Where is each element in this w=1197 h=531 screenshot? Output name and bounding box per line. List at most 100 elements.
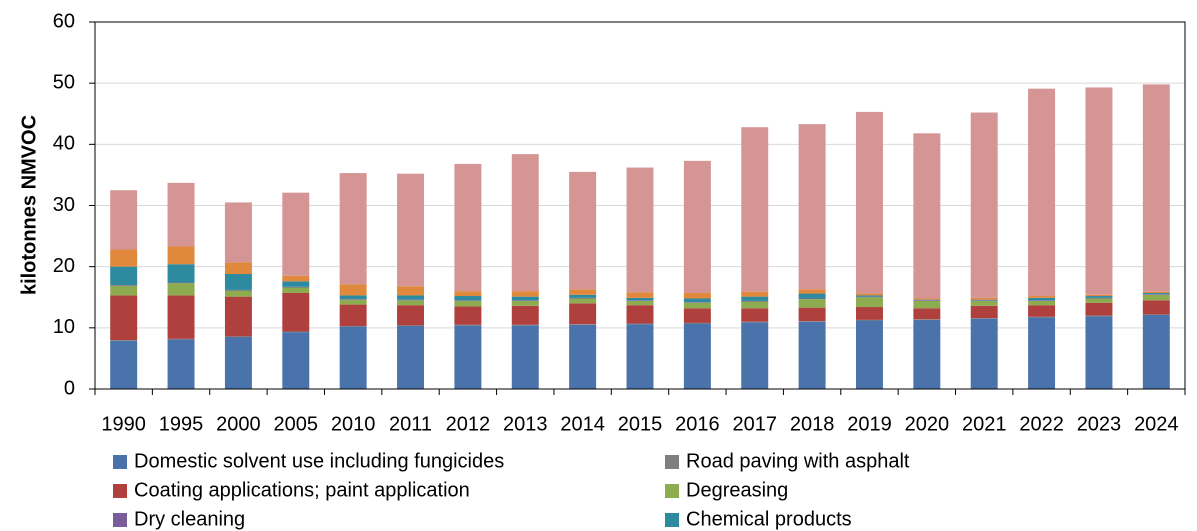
bar-segment (798, 321, 826, 389)
bar-segment (1028, 316, 1056, 318)
x-tick-label: 2011 (389, 413, 432, 435)
bar-segment (511, 300, 539, 306)
y-tick-label: 10 (53, 316, 75, 338)
bar-segment (683, 302, 711, 309)
x-tick-label: 2015 (618, 413, 663, 435)
bar-segment (798, 124, 826, 290)
bar-segment (970, 299, 998, 301)
bar-segment (224, 290, 252, 297)
bar-segment (855, 293, 883, 296)
bar-segment (339, 304, 367, 326)
bar-segment (741, 321, 769, 323)
bar-segment (626, 300, 654, 301)
y-tick-label: 60 (53, 10, 75, 32)
bar-segment (741, 301, 769, 309)
bar-segment (1028, 305, 1056, 317)
x-tick-label: 2022 (1019, 413, 1064, 435)
bar-segment (454, 291, 482, 297)
bar-segment (1085, 298, 1113, 303)
bar-segment (454, 300, 482, 301)
x-tick-label: 2024 (1134, 413, 1179, 435)
bar-segment (397, 325, 425, 389)
bar-segment (282, 275, 310, 282)
y-axis-label: kilotonnes NMVOC (18, 115, 40, 295)
bar-segment (454, 163, 482, 292)
bar-segment (1028, 88, 1056, 297)
bar-segment (397, 305, 425, 326)
legend-swatch (113, 484, 127, 498)
x-tick-label: 2019 (847, 413, 892, 435)
bar-segment (798, 321, 826, 322)
x-tick-label: 2010 (331, 413, 376, 435)
x-tick-label: 2005 (274, 413, 319, 435)
bar-segment (569, 289, 597, 295)
bar-segment (339, 325, 367, 327)
bar-segment (1028, 317, 1056, 389)
bar-segment (1085, 297, 1113, 299)
bar-segment (569, 297, 597, 299)
bar-segment (855, 320, 883, 389)
bar-segment (569, 171, 597, 290)
bar-segment (167, 264, 195, 283)
bar-segment (626, 297, 654, 301)
legend-swatch (665, 455, 679, 469)
x-tick-label: 1990 (101, 413, 146, 435)
bar-segment (339, 284, 367, 296)
y-tick-label: 50 (53, 71, 75, 93)
bar-segment (282, 192, 310, 276)
bar-segment (798, 307, 826, 322)
bar-segment (1142, 294, 1170, 295)
bar-segment (511, 324, 539, 326)
x-tick-label: 2018 (790, 413, 835, 435)
bar-segment (1142, 291, 1170, 293)
bar-segment (683, 302, 711, 303)
bar-segment (110, 295, 138, 341)
bar-segment (397, 295, 425, 300)
bar-segment (282, 332, 310, 389)
bar-segment (1085, 87, 1113, 295)
x-tick-label: 2021 (962, 413, 1007, 435)
bar-segment (110, 285, 138, 286)
bar-segment (913, 319, 941, 389)
legend-swatch (665, 513, 679, 527)
bar-segment (683, 160, 711, 293)
bar-segment (1142, 294, 1170, 301)
bar-segment (511, 305, 539, 325)
bar-segment (397, 299, 425, 301)
bar-segment (282, 281, 310, 287)
y-tick-label: 20 (53, 255, 75, 277)
y-tick-label: 30 (53, 194, 75, 216)
bar-segment (282, 292, 310, 332)
bar-segment (683, 308, 711, 323)
bar-segment (970, 300, 998, 306)
bar-segment (1085, 315, 1113, 317)
legend-label: Dry cleaning (134, 508, 245, 530)
bar-segment (798, 298, 826, 300)
bar-segment (454, 324, 482, 326)
bar-segment (970, 112, 998, 298)
bar-segment (798, 293, 826, 299)
bar-segment (282, 331, 310, 333)
legend-swatch (665, 484, 679, 498)
bar-segment (282, 286, 310, 288)
bar-segment (1085, 302, 1113, 316)
bar-segment (167, 182, 195, 247)
bar-segment (913, 298, 941, 300)
bar-segment (1142, 292, 1170, 295)
bar-segment (339, 299, 367, 300)
bar-segment (855, 319, 883, 321)
x-tick-label: 2012 (446, 413, 491, 435)
bar-segment (626, 323, 654, 325)
bar-segment (1028, 297, 1056, 301)
bar-segment (110, 340, 138, 341)
bar-segment (1085, 294, 1113, 297)
bar-segment (741, 296, 769, 301)
bar-segment (167, 246, 195, 265)
bar-segment (970, 300, 998, 301)
bar-segment (913, 300, 941, 309)
bar-segment (224, 262, 252, 275)
legend-label: Domestic solvent use including fungicide… (134, 450, 504, 472)
bar-segment (339, 295, 367, 300)
bar-segment (110, 285, 138, 296)
bar-segment (855, 307, 883, 320)
